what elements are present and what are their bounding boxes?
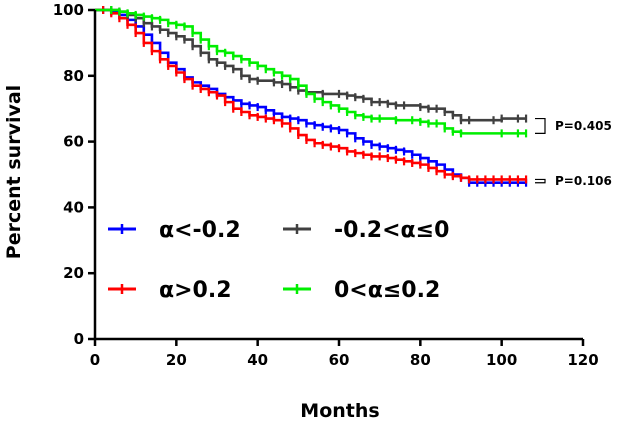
y-tick-label: 80 [63, 67, 84, 85]
y-axis-title: Percent survival [3, 85, 25, 259]
x-axis-title: Months [300, 400, 379, 421]
x-tick-label: 100 [486, 351, 517, 369]
y-tick-label: 0 [74, 330, 84, 348]
x-tick-label: 20 [166, 351, 187, 369]
series-line-0 [95, 8, 527, 185]
annotations-layer: P=0.405 P=0.106 [535, 117, 612, 188]
ticks-layer: 0 20 40 60 80 100 120 0 20 40 60 80 100 [53, 1, 599, 369]
x-tick-label: 120 [567, 351, 598, 369]
legend-label: 0<α≤0.2 [334, 278, 440, 303]
x-tick-label: 60 [329, 351, 350, 369]
pvalue-label-0: P=0.405 [555, 119, 612, 133]
legend: α<-0.2 α>0.2 -0.2<α≤0 0<α≤0.2 [108, 218, 449, 303]
series-layer [95, 6, 528, 187]
pvalue-bracket-1 [535, 178, 546, 184]
pvalue-bracket-0 [535, 117, 546, 134]
legend-label: α>0.2 [159, 278, 232, 303]
x-tick-label: 40 [247, 351, 268, 369]
legend-label: -0.2<α≤0 [334, 218, 449, 243]
y-tick-label: 100 [53, 1, 84, 19]
series-line-3 [95, 8, 527, 135]
y-tick-label: 60 [63, 133, 84, 151]
x-tick-label: 0 [90, 351, 100, 369]
y-tick-label: 20 [63, 264, 84, 282]
legend-label: α<-0.2 [159, 218, 241, 243]
pvalue-label-1: P=0.106 [555, 174, 612, 188]
x-tick-label: 80 [410, 351, 431, 369]
y-tick-label: 40 [63, 198, 84, 216]
